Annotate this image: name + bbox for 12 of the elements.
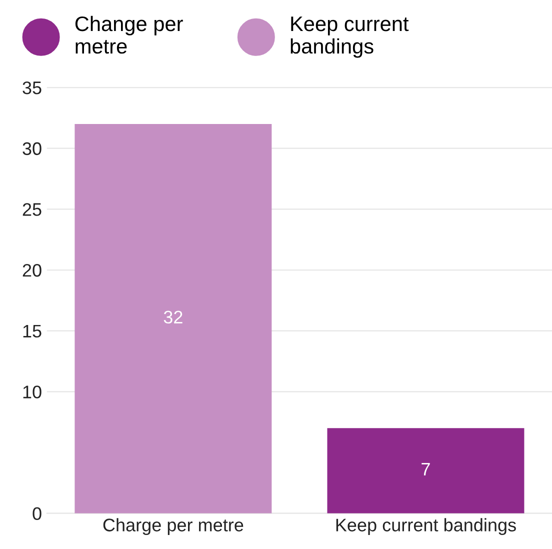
y-tick-label: 15 [23,324,42,338]
y-tick-label: 30 [22,142,42,156]
y-tick-label: 20 [22,264,42,277]
y-tick-label: 0 [32,507,42,520]
legend-label: Change per metre [75,16,183,54]
y-tick-label: 25 [22,203,42,216]
data-label: 32 [164,310,182,324]
y-tick-label: 35 [22,81,42,94]
y-tick-label: 10 [23,386,42,398]
x-tick-label: Charge per metre [103,518,244,536]
legend-label: Keep current bandings [290,16,409,58]
data-label: 7 [422,462,430,476]
